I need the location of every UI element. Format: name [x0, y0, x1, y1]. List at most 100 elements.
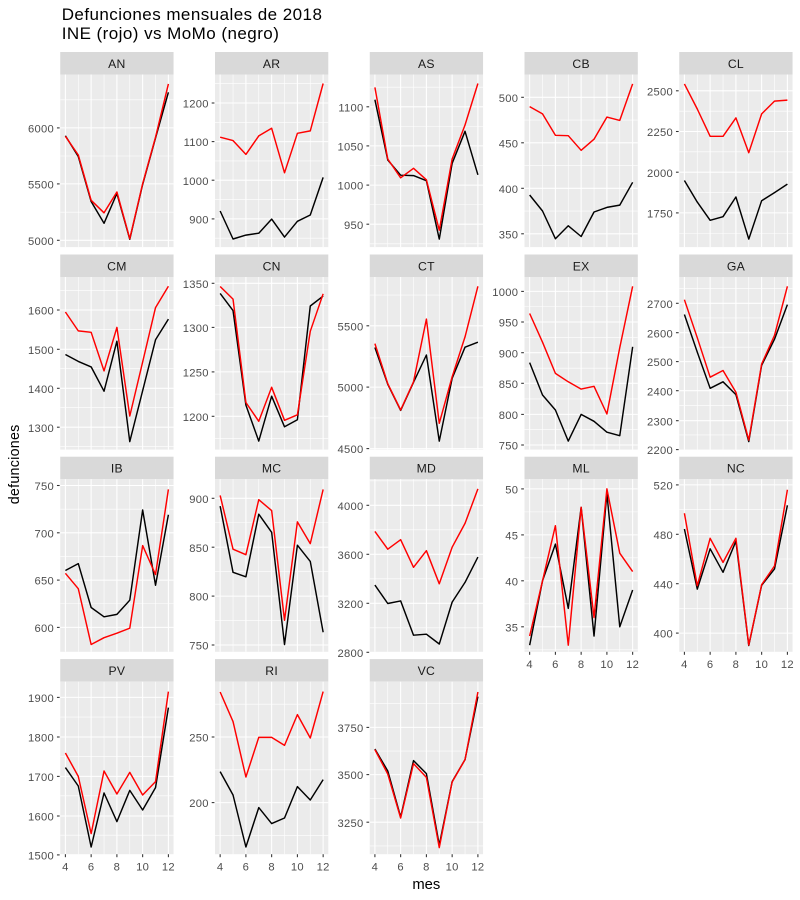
svg-text:1500: 1500 — [28, 851, 54, 863]
svg-text:1250: 1250 — [183, 368, 209, 380]
svg-text:900: 900 — [189, 215, 208, 227]
svg-text:800: 800 — [499, 410, 518, 422]
svg-text:8: 8 — [114, 862, 120, 874]
svg-text:6: 6 — [88, 862, 94, 874]
svg-text:3750: 3750 — [338, 723, 364, 735]
svg-text:PV: PV — [109, 664, 126, 678]
svg-text:10: 10 — [600, 659, 613, 671]
svg-text:850: 850 — [189, 543, 208, 555]
svg-text:IB: IB — [111, 462, 123, 476]
svg-text:3600: 3600 — [338, 550, 364, 562]
svg-text:12: 12 — [317, 862, 330, 874]
svg-text:700: 700 — [35, 528, 54, 540]
svg-text:10: 10 — [291, 862, 304, 874]
svg-text:350: 350 — [499, 229, 518, 241]
svg-text:1300: 1300 — [28, 423, 54, 435]
svg-text:1350: 1350 — [183, 279, 209, 291]
svg-text:10: 10 — [136, 862, 149, 874]
svg-text:3250: 3250 — [338, 818, 364, 830]
svg-text:900: 900 — [189, 494, 208, 506]
svg-text:4: 4 — [526, 659, 532, 671]
svg-text:6: 6 — [707, 659, 713, 671]
svg-text:MC: MC — [262, 462, 281, 476]
svg-text:850: 850 — [499, 379, 518, 391]
svg-text:mes: mes — [412, 877, 440, 893]
svg-text:4: 4 — [62, 862, 68, 874]
svg-text:750: 750 — [189, 641, 208, 653]
svg-text:1750: 1750 — [647, 209, 673, 221]
svg-text:3200: 3200 — [338, 599, 364, 611]
svg-text:40: 40 — [505, 576, 518, 588]
svg-text:Defunciones mensuales de 2018: Defunciones mensuales de 2018 — [62, 5, 323, 24]
svg-text:5500: 5500 — [28, 180, 54, 192]
svg-text:10: 10 — [446, 862, 459, 874]
svg-text:400: 400 — [499, 184, 518, 196]
svg-text:4500: 4500 — [338, 444, 364, 456]
svg-text:1050: 1050 — [338, 142, 364, 154]
svg-text:VC: VC — [418, 664, 435, 678]
svg-text:CB: CB — [572, 57, 589, 71]
svg-text:CT: CT — [418, 259, 435, 273]
svg-text:NC: NC — [727, 462, 745, 476]
svg-text:1100: 1100 — [338, 102, 363, 114]
svg-text:12: 12 — [626, 659, 639, 671]
svg-text:500: 500 — [499, 93, 518, 105]
svg-text:AR: AR — [263, 57, 280, 71]
svg-text:900: 900 — [499, 348, 518, 360]
svg-text:45: 45 — [505, 531, 518, 543]
svg-text:750: 750 — [35, 481, 54, 493]
svg-text:1200: 1200 — [183, 99, 209, 111]
svg-text:50: 50 — [505, 485, 518, 497]
svg-text:6: 6 — [397, 862, 403, 874]
svg-text:750: 750 — [499, 441, 518, 453]
svg-text:35: 35 — [505, 622, 518, 634]
svg-text:AS: AS — [418, 57, 435, 71]
svg-text:5000: 5000 — [338, 383, 364, 395]
svg-text:440: 440 — [654, 579, 673, 591]
svg-text:6000: 6000 — [28, 124, 54, 136]
svg-text:1000: 1000 — [338, 181, 364, 193]
svg-text:8: 8 — [423, 862, 429, 874]
svg-text:2800: 2800 — [338, 648, 364, 660]
svg-text:12: 12 — [162, 862, 175, 874]
svg-text:MD: MD — [417, 462, 436, 476]
svg-text:450: 450 — [499, 138, 518, 150]
svg-text:2500: 2500 — [647, 357, 673, 369]
svg-text:defunciones: defunciones — [7, 424, 23, 504]
svg-text:1200: 1200 — [183, 412, 209, 424]
svg-text:200: 200 — [189, 798, 208, 810]
svg-text:1600: 1600 — [28, 812, 54, 824]
svg-text:400: 400 — [654, 629, 673, 641]
svg-text:250: 250 — [189, 733, 208, 745]
svg-text:8: 8 — [578, 659, 584, 671]
svg-text:2250: 2250 — [647, 127, 673, 139]
svg-text:2700: 2700 — [647, 299, 673, 311]
svg-text:12: 12 — [781, 659, 794, 671]
svg-text:650: 650 — [35, 576, 54, 588]
svg-text:1400: 1400 — [28, 384, 54, 396]
svg-text:AN: AN — [108, 57, 125, 71]
svg-text:6: 6 — [243, 862, 249, 874]
svg-text:1800: 1800 — [28, 733, 54, 745]
svg-text:1000: 1000 — [183, 176, 209, 188]
svg-text:3500: 3500 — [338, 770, 364, 782]
svg-text:INE (rojo) vs MoMo (negro): INE (rojo) vs MoMo (negro) — [62, 24, 280, 43]
svg-text:8: 8 — [268, 862, 274, 874]
svg-text:4: 4 — [372, 862, 378, 874]
svg-text:4: 4 — [681, 659, 687, 671]
svg-text:600: 600 — [35, 623, 54, 635]
svg-text:1600: 1600 — [28, 306, 54, 318]
svg-text:GA: GA — [727, 259, 746, 273]
svg-text:RI: RI — [265, 664, 278, 678]
svg-text:1300: 1300 — [183, 323, 209, 335]
svg-text:2300: 2300 — [647, 416, 673, 428]
svg-text:5500: 5500 — [338, 321, 364, 333]
svg-text:1500: 1500 — [28, 345, 54, 357]
svg-text:950: 950 — [499, 318, 518, 330]
svg-text:CL: CL — [728, 57, 744, 71]
svg-text:ML: ML — [572, 462, 589, 476]
svg-text:480: 480 — [654, 530, 673, 542]
svg-text:6: 6 — [552, 659, 558, 671]
svg-text:800: 800 — [189, 592, 208, 604]
svg-text:1700: 1700 — [28, 772, 54, 784]
